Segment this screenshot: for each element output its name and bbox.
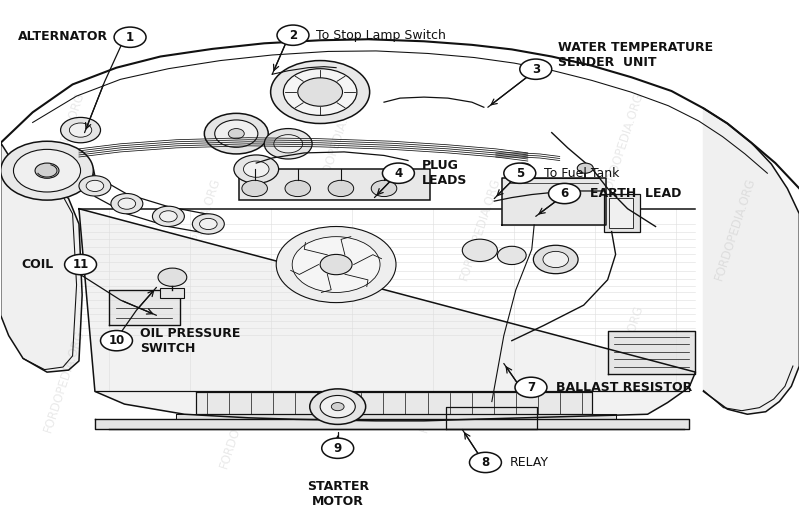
Text: EARTH  LEAD: EARTH LEAD [590, 187, 682, 200]
Text: FORDOPEDIA.ORG: FORDOPEDIA.ORG [218, 364, 263, 470]
Polygon shape [1, 143, 82, 372]
Text: FORDOPEDIA.ORG: FORDOPEDIA.ORG [601, 303, 646, 409]
Circle shape [371, 180, 397, 197]
Circle shape [228, 129, 244, 139]
Circle shape [1, 141, 94, 200]
Circle shape [101, 331, 133, 351]
Text: 9: 9 [334, 442, 342, 455]
Polygon shape [79, 209, 695, 421]
Circle shape [111, 194, 143, 214]
Text: 1: 1 [126, 31, 134, 44]
Circle shape [534, 245, 578, 273]
Circle shape [270, 61, 370, 124]
Circle shape [118, 198, 136, 209]
Text: 5: 5 [516, 167, 524, 180]
Text: PLUG
LEADS: PLUG LEADS [422, 159, 467, 187]
Circle shape [516, 163, 532, 173]
Text: FORDOPEDIA.ORG: FORDOPEDIA.ORG [178, 176, 223, 282]
Circle shape [192, 214, 224, 234]
Circle shape [298, 78, 342, 106]
Circle shape [86, 180, 104, 192]
Circle shape [61, 117, 101, 143]
Circle shape [153, 206, 184, 227]
Polygon shape [196, 392, 592, 414]
Text: OIL PRESSURE
SWITCH: OIL PRESSURE SWITCH [141, 327, 241, 355]
Text: STARTER
MOTOR: STARTER MOTOR [306, 480, 369, 508]
Text: FORDOPEDIA.ORG: FORDOPEDIA.ORG [42, 90, 87, 196]
Polygon shape [703, 108, 799, 414]
Text: 10: 10 [108, 334, 125, 347]
Text: COIL: COIL [22, 258, 54, 271]
Text: To Fuel Tank: To Fuel Tank [544, 167, 619, 180]
FancyBboxPatch shape [161, 288, 184, 298]
Circle shape [70, 123, 92, 137]
Circle shape [214, 120, 258, 147]
FancyBboxPatch shape [604, 194, 639, 232]
Text: 2: 2 [289, 29, 297, 42]
Circle shape [310, 389, 366, 424]
Circle shape [277, 25, 309, 45]
Circle shape [328, 180, 354, 197]
Circle shape [320, 396, 355, 418]
Circle shape [331, 403, 344, 410]
Text: ALTERNATOR: ALTERNATOR [18, 30, 108, 43]
Text: 11: 11 [73, 258, 89, 271]
Circle shape [160, 211, 177, 222]
Text: FORDOPEDIA.ORG: FORDOPEDIA.ORG [457, 176, 502, 282]
Text: 6: 6 [560, 187, 569, 200]
Circle shape [498, 246, 526, 265]
Circle shape [243, 161, 269, 177]
Circle shape [35, 163, 59, 178]
Text: 4: 4 [394, 167, 402, 180]
Circle shape [515, 377, 547, 398]
Circle shape [65, 254, 97, 274]
Circle shape [578, 163, 594, 173]
Text: RELAY: RELAY [510, 456, 550, 469]
Circle shape [276, 227, 396, 303]
Circle shape [292, 237, 380, 293]
Circle shape [199, 218, 217, 230]
Text: FORDOPEDIA.ORG: FORDOPEDIA.ORG [417, 328, 462, 434]
Circle shape [543, 251, 569, 268]
Text: FORDOPEDIA.ORG: FORDOPEDIA.ORG [713, 176, 758, 282]
Circle shape [274, 134, 302, 153]
Text: 8: 8 [482, 456, 490, 469]
Circle shape [234, 155, 278, 183]
Text: 3: 3 [532, 63, 540, 76]
Polygon shape [446, 407, 538, 430]
Circle shape [283, 68, 357, 115]
Polygon shape [502, 178, 606, 225]
Polygon shape [176, 414, 616, 419]
Polygon shape [109, 290, 180, 325]
Circle shape [504, 163, 536, 183]
Circle shape [520, 59, 552, 79]
Circle shape [264, 129, 312, 159]
Circle shape [242, 180, 267, 197]
Circle shape [158, 268, 186, 286]
FancyBboxPatch shape [610, 198, 633, 228]
FancyBboxPatch shape [238, 169, 430, 200]
Text: WATER TEMPERATURE
SENDER  UNIT: WATER TEMPERATURE SENDER UNIT [558, 42, 714, 70]
Polygon shape [608, 331, 695, 374]
Text: To Stop Lamp Switch: To Stop Lamp Switch [316, 29, 446, 42]
Text: FORDOPEDIA.ORG: FORDOPEDIA.ORG [314, 90, 359, 196]
Circle shape [549, 183, 581, 203]
Circle shape [322, 438, 354, 458]
Circle shape [382, 163, 414, 183]
Circle shape [14, 149, 81, 192]
Circle shape [79, 176, 111, 196]
Circle shape [320, 254, 352, 274]
Polygon shape [95, 419, 689, 430]
Circle shape [470, 452, 502, 473]
Circle shape [285, 180, 310, 197]
Text: FORDOPEDIA.ORG: FORDOPEDIA.ORG [42, 328, 87, 434]
Text: FORDOPEDIA.ORG: FORDOPEDIA.ORG [601, 90, 646, 196]
Circle shape [462, 239, 498, 262]
Circle shape [204, 113, 268, 154]
Text: BALLAST RESISTOR: BALLAST RESISTOR [556, 381, 692, 394]
Circle shape [114, 27, 146, 47]
Text: 7: 7 [527, 381, 535, 394]
